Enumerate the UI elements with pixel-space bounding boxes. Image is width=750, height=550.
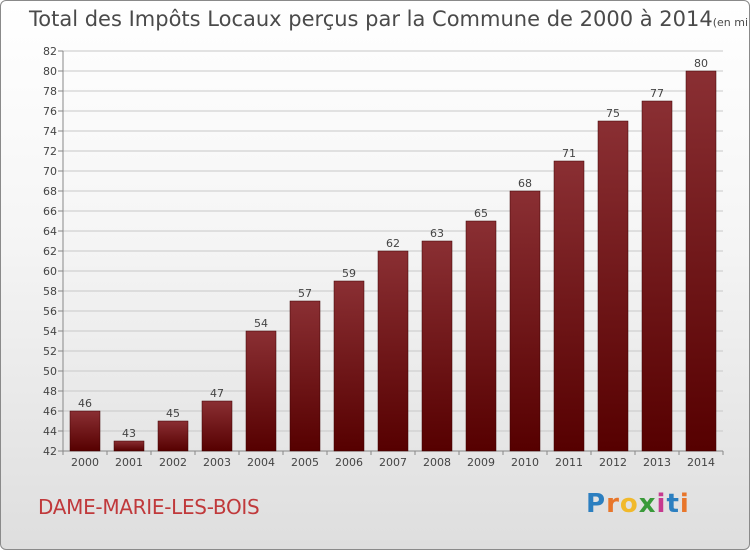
x-tick-label: 2000 — [71, 456, 99, 469]
data-label: 75 — [606, 107, 620, 120]
logo-letter: i — [656, 489, 667, 519]
bar — [245, 330, 277, 452]
y-tick-label: 48 — [43, 385, 57, 398]
x-tick-label: 2008 — [423, 456, 451, 469]
x-tick-label: 2004 — [247, 456, 275, 469]
bar — [465, 220, 497, 452]
y-tick-label: 78 — [43, 85, 57, 98]
data-label: 68 — [518, 177, 532, 190]
bar — [113, 440, 145, 452]
x-tick-label: 2001 — [115, 456, 143, 469]
bar — [421, 240, 453, 452]
x-tick-label: 2014 — [687, 456, 715, 469]
bar — [377, 250, 409, 452]
y-tick-label: 82 — [43, 45, 57, 58]
logo-letter: P — [586, 489, 607, 519]
data-label: 59 — [342, 267, 356, 280]
y-tick-label: 44 — [43, 425, 57, 438]
logo-letter: x — [638, 489, 657, 519]
data-label: 77 — [650, 87, 664, 100]
data-labels: 46 43 45 47 54 57 59 62 63 65 68 71 75 77 80 — [78, 57, 708, 440]
data-label: 57 — [298, 287, 312, 300]
bar — [333, 280, 365, 452]
logo-letter: r — [606, 489, 620, 519]
x-tick-label: 2011 — [555, 456, 583, 469]
y-tick-label: 62 — [43, 245, 57, 258]
bar — [509, 190, 541, 452]
chart-title: Total des Impôts Locaux perçus par la Co… — [29, 7, 749, 31]
logo-letter: t — [666, 489, 680, 519]
x-tick-label: 2005 — [291, 456, 319, 469]
data-label: 45 — [166, 407, 180, 420]
x-tick-label: 2002 — [159, 456, 187, 469]
y-tick-label: 68 — [43, 185, 57, 198]
data-label: 65 — [474, 207, 488, 220]
data-label: 80 — [694, 57, 708, 70]
x-tick-label: 2012 — [599, 456, 627, 469]
y-tick-label: 72 — [43, 145, 57, 158]
chart-title-main: Total des Impôts Locaux perçus par la Co… — [29, 7, 713, 31]
x-tick-label: 2009 — [467, 456, 495, 469]
bar — [597, 120, 629, 452]
y-tick-label: 54 — [43, 325, 57, 338]
x-tick-label: 2010 — [511, 456, 539, 469]
x-axis-ticks: 2000 2001 2002 2003 2004 2005 2006 2007 2008 2009… — [62, 451, 724, 469]
y-tick-label: 66 — [43, 205, 57, 218]
data-label: 46 — [78, 397, 92, 410]
x-tick-label: 2007 — [379, 456, 407, 469]
bars — [69, 70, 717, 452]
data-label: 62 — [386, 237, 400, 250]
y-tick-label: 56 — [43, 305, 57, 318]
bar — [69, 410, 101, 452]
y-tick-label: 80 — [43, 65, 57, 78]
bar — [641, 100, 673, 452]
data-label: 63 — [430, 227, 444, 240]
data-label: 71 — [562, 147, 576, 160]
logo-letter: o — [619, 489, 639, 519]
y-tick-label: 50 — [43, 365, 57, 378]
data-label: 54 — [254, 317, 268, 330]
y-tick-label: 46 — [43, 405, 57, 418]
proxiti-logo: Proxiti — [586, 489, 690, 519]
bar — [685, 70, 717, 452]
data-label: 43 — [122, 427, 136, 440]
y-tick-label: 76 — [43, 105, 57, 118]
x-tick-label: 2003 — [203, 456, 231, 469]
commune-name: DAME-MARIE-LES-BOIS — [38, 495, 260, 519]
bar — [201, 400, 233, 452]
y-tick-label: 58 — [43, 285, 57, 298]
x-tick-label: 2006 — [335, 456, 363, 469]
y-tick-label: 74 — [43, 125, 57, 138]
y-tick-label: 64 — [43, 225, 57, 238]
bar — [289, 300, 321, 452]
data-label: 47 — [210, 387, 224, 400]
bar — [157, 420, 189, 452]
y-tick-label: 42 — [43, 445, 57, 458]
y-tick-label: 52 — [43, 345, 57, 358]
y-tick-label: 70 — [43, 165, 57, 178]
bar — [553, 160, 585, 452]
y-tick-label: 60 — [43, 265, 57, 278]
logo-letter: i — [679, 489, 690, 519]
x-tick-label: 2013 — [643, 456, 671, 469]
chart-title-unit: (en milliers d'€) — [712, 16, 749, 29]
